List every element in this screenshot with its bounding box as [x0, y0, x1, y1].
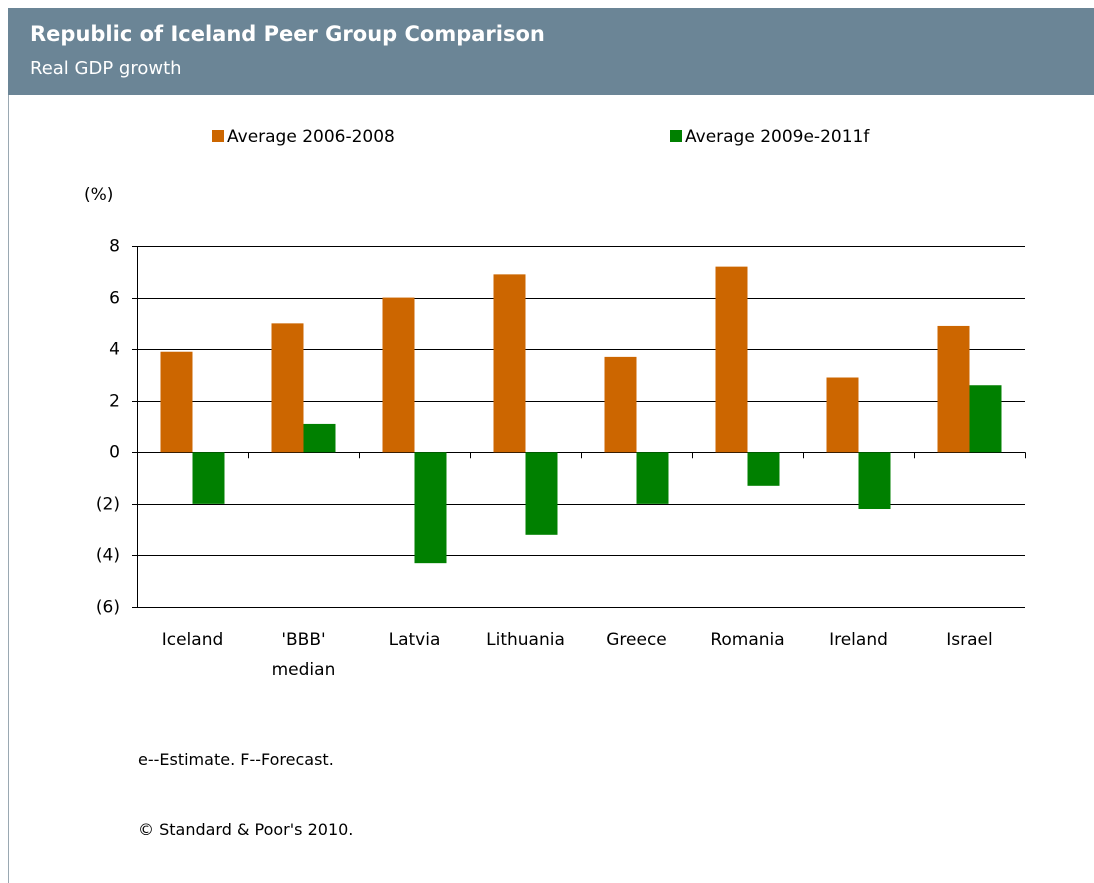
x-tick-label: Lithuania	[486, 630, 565, 650]
bar	[303, 423, 336, 453]
y-tick-label: (4)	[96, 546, 120, 566]
bar	[414, 452, 447, 564]
bar	[636, 452, 669, 504]
x-tick-label: Israel	[946, 630, 993, 650]
legend-swatch	[670, 130, 682, 142]
footnote: e--Estimate. F--Forecast.	[138, 750, 334, 769]
bar	[160, 351, 193, 453]
x-tick-label: 'BBB' median	[271, 630, 336, 680]
bar	[747, 452, 780, 486]
legend-label: Average 2009e-2011f	[685, 127, 870, 147]
chart-title: Republic of Iceland Peer Group Compariso…	[30, 22, 545, 46]
x-tick-label: Greece	[606, 630, 667, 650]
bar	[192, 452, 225, 504]
bar	[382, 297, 415, 453]
chart-subtitle: Real GDP growth	[30, 58, 182, 79]
y-tick-label: 0	[109, 443, 120, 463]
y-tick-label: 2	[109, 392, 120, 412]
header-band	[8, 8, 1094, 95]
x-tick-label: Ireland	[829, 630, 888, 650]
x-tick-label: Romania	[710, 630, 785, 650]
y-tick-label: 4	[109, 340, 120, 360]
footnote: © Standard & Poor's 2010.	[138, 820, 354, 839]
legend-swatch	[212, 130, 224, 142]
bar	[826, 377, 859, 453]
legend-label: Average 2006-2008	[227, 127, 395, 147]
y-axis-label: (%)	[84, 185, 113, 205]
bar	[715, 266, 748, 453]
bar	[604, 356, 637, 453]
bar	[937, 325, 970, 453]
y-tick-label: 8	[109, 237, 120, 257]
bar	[525, 452, 558, 535]
bar	[858, 452, 891, 510]
bar	[493, 274, 526, 453]
y-tick-label: (2)	[96, 495, 120, 515]
bar	[969, 385, 1002, 453]
bar	[271, 323, 304, 453]
x-tick-label: Latvia	[388, 630, 441, 650]
x-tick-label: Iceland	[161, 630, 224, 650]
y-tick-label: 6	[109, 289, 120, 309]
y-tick-label: (6)	[96, 598, 120, 618]
